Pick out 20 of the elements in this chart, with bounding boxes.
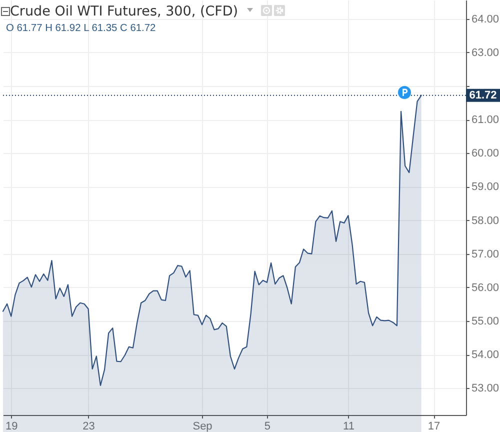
x-tick-label: 23 (82, 420, 95, 432)
y-tick-label: 60.00 (472, 148, 500, 160)
y-tick-label: 53.00 (472, 382, 500, 395)
text: O 61.77 H 61.92 L 61.35 C 61.72 (6, 23, 156, 34)
y-tick-label: 55.00 (472, 315, 500, 328)
y-tick-label: 56.00 (472, 282, 500, 294)
x-tick-label: 17 (428, 420, 440, 432)
x-tick-label: Sep (192, 420, 212, 432)
chart-title: Crude Oil WTI Futures, 300, (CFD) (10, 4, 238, 20)
y-tick-label: 61.00 (472, 114, 500, 126)
y-tick-label: 57.00 (472, 248, 500, 260)
ref-line-label: 61.72 (469, 89, 497, 102)
y-tick-label: 64.00 (472, 13, 500, 26)
y-tick-label: 58.00 (472, 214, 500, 227)
x-tick-label: 5 (264, 420, 271, 432)
y-tick-label: 54.00 (472, 349, 500, 362)
y-tick-label: 59.00 (472, 181, 500, 194)
y-tick-label: 63.00 (472, 46, 500, 59)
x-tick-label: 11 (343, 420, 354, 432)
x-tick-label: 19 (6, 420, 18, 432)
